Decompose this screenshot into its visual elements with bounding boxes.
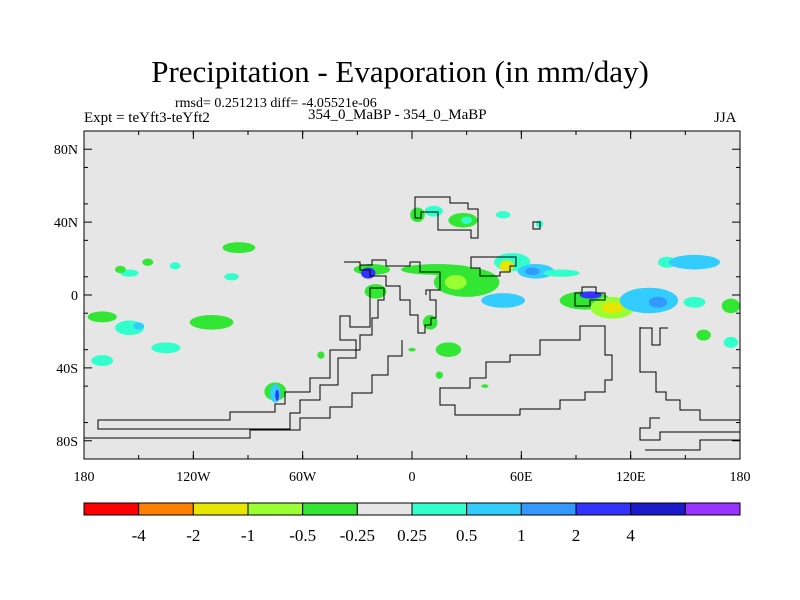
x-tick-label: 60E (510, 470, 533, 485)
colorbar-label: 0.25 (397, 526, 427, 545)
x-tick-label: 60W (289, 470, 317, 485)
colorbar-swatch (302, 502, 358, 516)
colorbar-swatch (575, 502, 632, 516)
anomaly-region (151, 342, 181, 354)
anomaly-region (524, 267, 540, 275)
anomaly-region (133, 322, 145, 330)
y-tick-label: 80N (54, 143, 78, 158)
anomaly-region (189, 315, 234, 330)
stats-label: rmsd= 0.251213 diff= -4.05521e-06 (175, 96, 377, 111)
colorbar-label: -4 (132, 526, 147, 545)
anomaly-region (481, 384, 489, 388)
colorbar-label: 2 (572, 526, 581, 545)
y-tick-label: 40N (54, 216, 78, 231)
anomaly-region (275, 389, 279, 401)
colorbar-label: -2 (186, 526, 200, 545)
x-tick-label: 120W (176, 470, 211, 485)
colorbar-swatch (520, 502, 577, 516)
anomaly-region (721, 298, 740, 314)
coast-arabia (470, 256, 517, 277)
coastline-layer (84, 196, 740, 451)
anomaly-region (723, 336, 739, 348)
coast-south-america (97, 287, 385, 430)
anomaly-region (408, 347, 416, 352)
coast-southern-ocean (84, 340, 403, 439)
anomaly-region (579, 291, 602, 299)
season-label: JJA (714, 110, 737, 126)
anomaly-region (169, 262, 181, 270)
x-tick-label: 0 (409, 470, 416, 485)
anomaly-region (543, 269, 580, 277)
anomaly-region (222, 242, 256, 254)
anomaly-region (696, 329, 711, 341)
coast-west-africa (344, 261, 361, 270)
anomaly-region (87, 311, 117, 323)
coast-africa (359, 259, 441, 334)
anomaly-region (648, 296, 668, 308)
anomaly-region (142, 258, 154, 266)
period-label: 354_0_MaBP - 354_0_MaBP (308, 107, 487, 123)
coast-asia-central (532, 221, 541, 230)
anomaly-region (410, 207, 425, 223)
y-tick-label: 40S (56, 362, 78, 377)
colorbar-label: -0.5 (289, 526, 316, 545)
anomaly-region (619, 287, 679, 314)
colorbar-label: 1 (517, 526, 526, 545)
colorbar-swatch (356, 502, 413, 516)
anomaly-region (224, 273, 239, 281)
x-tick-label: 120E (616, 470, 646, 485)
y-tick-label: 80S (56, 435, 78, 450)
coast-india-se-asia (574, 286, 606, 307)
colorbar-swatch (247, 502, 304, 516)
anomaly-region (481, 293, 525, 308)
anomaly-region (422, 315, 438, 330)
anomaly-region (424, 205, 443, 217)
colorbar-swatch (411, 502, 468, 516)
x-tick-label: 180 (74, 470, 95, 485)
coast-eurasia-north (414, 196, 479, 239)
colorbar-swatch (83, 502, 140, 516)
anomaly-region (683, 296, 706, 308)
anomaly-region (601, 302, 624, 314)
anomaly-region (444, 274, 467, 290)
colorbar: -4 -2 -1 -0.5 -0.25 0.25 0.5 1 2 4 (83, 502, 741, 545)
anomaly-region (435, 371, 443, 379)
axis-layer: 180 120W 60W 0 60E 120E 180 80N 40N 0 40S 80S (54, 130, 751, 485)
anomaly-layer (87, 205, 740, 403)
colorbar-label: -0.25 (340, 526, 375, 545)
anomaly-region (269, 384, 281, 403)
colorbar-label: 4 (626, 526, 635, 545)
page-title: Precipitation - Evaporation (in mm/day) (151, 54, 649, 89)
coast-indian-island (425, 289, 440, 295)
anomaly-region (114, 265, 126, 274)
anomaly-region (317, 351, 325, 359)
anomaly-region (433, 267, 500, 297)
anomaly-region (495, 211, 511, 219)
anomaly-region (91, 355, 114, 367)
anomaly-region (668, 254, 720, 270)
anomaly-region (461, 216, 473, 224)
colorbar-label: 0.5 (456, 526, 477, 545)
colorbar-swatch (630, 502, 686, 516)
colorbar-swatch (138, 502, 194, 516)
anomaly-region (435, 342, 462, 357)
colorbar-swatch (466, 502, 522, 516)
experiment-label: Expt = teYft3-teYft2 (84, 110, 210, 126)
anomaly-region (360, 267, 376, 279)
colorbar-label: -1 (241, 526, 255, 545)
coast-antarctica-south (645, 439, 740, 451)
coast-australia (439, 325, 613, 416)
coast-maritime-continent (640, 327, 668, 346)
colorbar-swatch (192, 502, 249, 516)
coast-antarctica-east (639, 327, 740, 441)
x-tick-label: 180 (730, 470, 751, 485)
anomaly-region (364, 284, 387, 299)
y-tick-label: 0 (71, 289, 78, 304)
colorbar-swatch (684, 502, 741, 516)
